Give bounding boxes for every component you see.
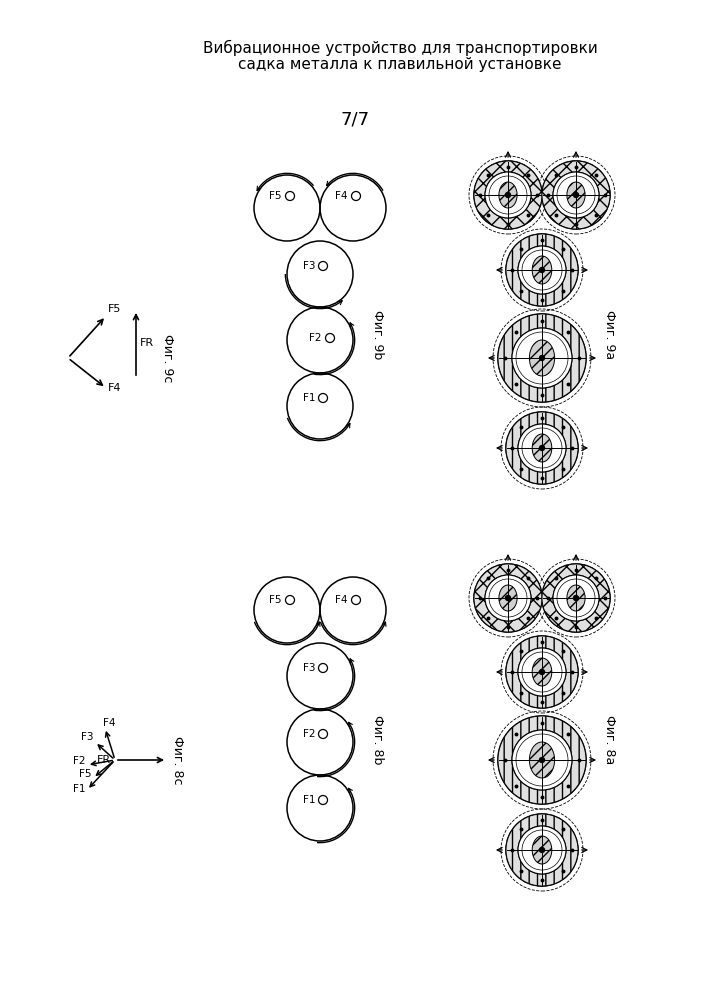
Text: F1: F1 (303, 795, 315, 805)
Text: Фиг. 9b: Фиг. 9b (371, 310, 385, 360)
Text: Фиг. 9c: Фиг. 9c (161, 334, 175, 382)
Text: F5: F5 (269, 191, 282, 201)
Ellipse shape (499, 182, 517, 208)
Circle shape (318, 664, 327, 672)
PathPatch shape (506, 412, 578, 484)
Text: F4: F4 (336, 595, 348, 605)
Text: F2: F2 (310, 333, 322, 343)
Circle shape (506, 636, 578, 708)
Text: садка металла к плавильной установке: садка металла к плавильной установке (238, 57, 562, 73)
Circle shape (553, 575, 599, 621)
Circle shape (512, 730, 572, 790)
Circle shape (542, 564, 610, 632)
Circle shape (539, 356, 544, 360)
Text: F2: F2 (303, 729, 315, 739)
Ellipse shape (532, 256, 551, 284)
Ellipse shape (567, 182, 585, 208)
PathPatch shape (506, 636, 578, 708)
PathPatch shape (506, 234, 578, 306)
Circle shape (506, 814, 578, 886)
Circle shape (506, 595, 510, 600)
PathPatch shape (474, 161, 542, 229)
Circle shape (539, 848, 544, 852)
Text: F3: F3 (303, 261, 315, 271)
Circle shape (318, 796, 327, 804)
Text: F5: F5 (78, 769, 91, 779)
Text: F2: F2 (73, 756, 85, 766)
Circle shape (518, 246, 566, 294)
PathPatch shape (542, 161, 610, 229)
Text: F4: F4 (108, 383, 122, 393)
Ellipse shape (532, 434, 551, 462)
Circle shape (553, 172, 599, 218)
Circle shape (286, 192, 295, 200)
Text: F3: F3 (81, 732, 93, 742)
Text: FR: FR (97, 755, 111, 765)
Circle shape (351, 192, 361, 200)
Text: Вибрационное устройство для транспортировки: Вибрационное устройство для транспортиро… (203, 40, 597, 56)
Text: F1: F1 (73, 784, 85, 794)
PathPatch shape (542, 564, 610, 632)
Text: F4: F4 (103, 718, 115, 728)
Text: 7/7: 7/7 (341, 111, 370, 129)
Text: Фиг. 8b: Фиг. 8b (371, 715, 385, 765)
Circle shape (325, 334, 334, 342)
Text: F5: F5 (108, 304, 122, 314)
Circle shape (485, 575, 531, 621)
Text: F3: F3 (303, 663, 315, 673)
Circle shape (518, 648, 566, 696)
Circle shape (539, 446, 544, 450)
Circle shape (573, 595, 578, 600)
Circle shape (539, 758, 544, 762)
Circle shape (498, 716, 586, 804)
Circle shape (318, 261, 327, 270)
Circle shape (506, 234, 578, 306)
Circle shape (498, 314, 586, 402)
PathPatch shape (498, 716, 586, 804)
Circle shape (485, 172, 531, 218)
Text: FR: FR (140, 338, 154, 348)
Circle shape (512, 328, 572, 388)
Circle shape (506, 412, 578, 484)
Ellipse shape (530, 742, 554, 778)
Ellipse shape (499, 585, 517, 611)
Ellipse shape (532, 658, 551, 686)
PathPatch shape (498, 314, 586, 402)
Circle shape (539, 670, 544, 674)
Circle shape (518, 424, 566, 472)
Text: F1: F1 (303, 393, 315, 403)
Text: F5: F5 (269, 595, 282, 605)
Circle shape (518, 826, 566, 874)
Circle shape (286, 595, 295, 604)
Circle shape (506, 192, 510, 198)
Ellipse shape (530, 340, 554, 376)
Text: Фиг. 8c: Фиг. 8c (170, 736, 184, 784)
PathPatch shape (506, 814, 578, 886)
Ellipse shape (567, 585, 585, 611)
Circle shape (474, 161, 542, 229)
Ellipse shape (532, 836, 551, 864)
Text: Фиг. 8a: Фиг. 8a (604, 715, 617, 765)
Circle shape (318, 730, 327, 738)
Text: F4: F4 (336, 191, 348, 201)
Circle shape (318, 393, 327, 402)
Circle shape (542, 161, 610, 229)
Circle shape (573, 192, 578, 198)
Circle shape (351, 595, 361, 604)
Text: Фиг. 9a: Фиг. 9a (604, 310, 617, 360)
Circle shape (474, 564, 542, 632)
Circle shape (539, 267, 544, 272)
PathPatch shape (474, 564, 542, 632)
